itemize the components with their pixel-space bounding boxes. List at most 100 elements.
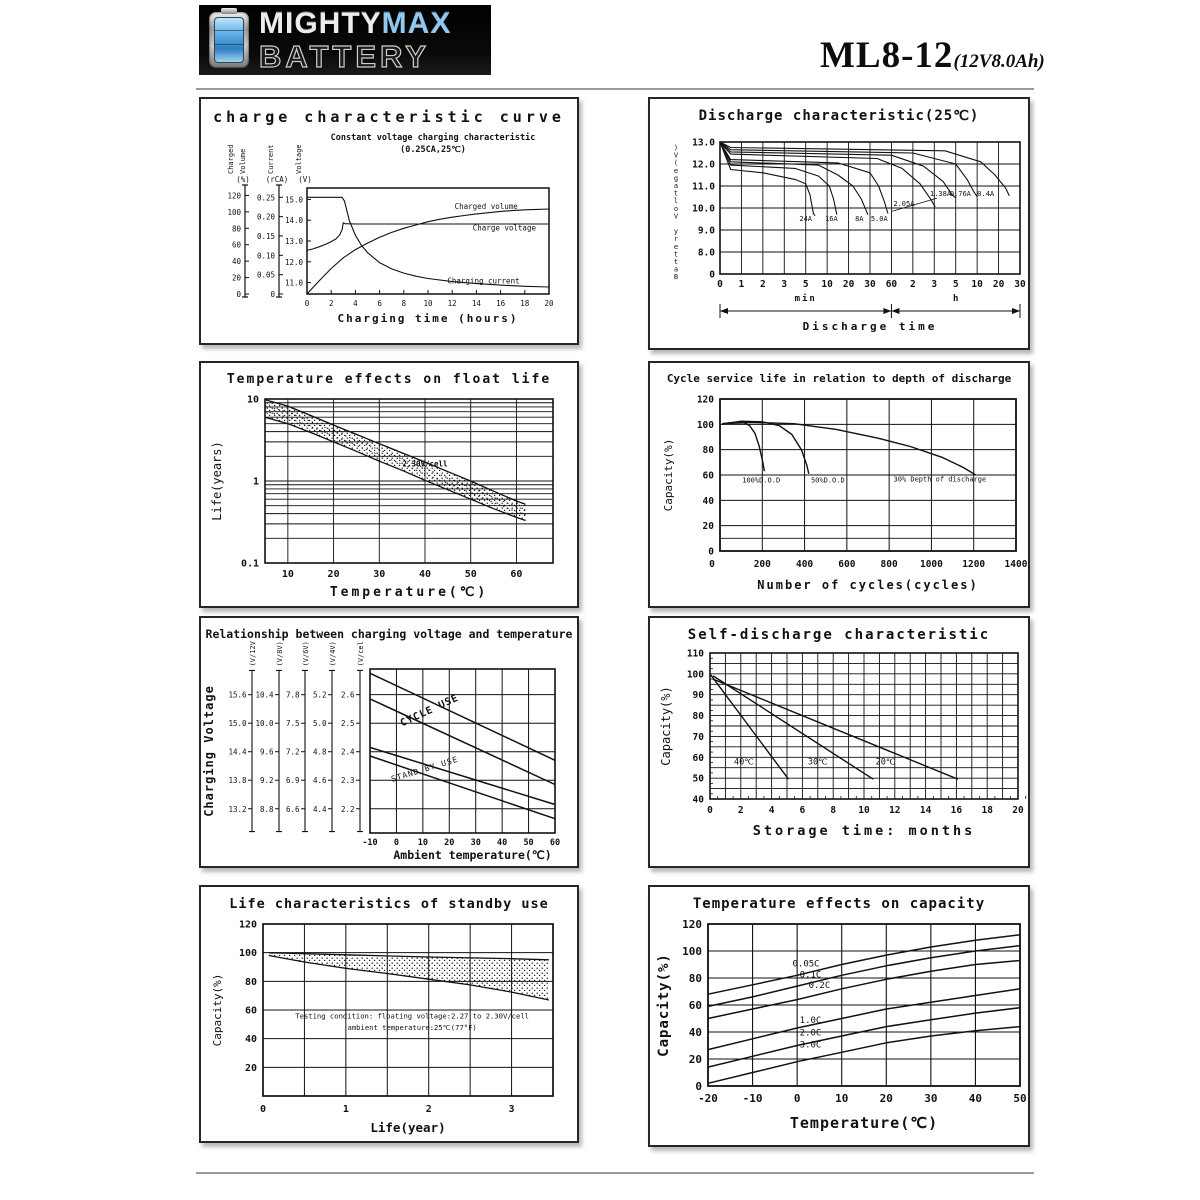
series: Charged volume Charge voltage Charging cur… [306, 196, 550, 295]
float-life-chart: 10 1 0.1 10 20 30 40 50 60 Life(years) Temperature… [210, 395, 554, 600]
svg-text:14: 14 [472, 299, 482, 308]
svg-text:8: 8 [830, 805, 836, 816]
panel-standby-life: Life characteristics of standby use 20 40… [199, 885, 579, 1143]
brand-line2: BATTERY [258, 38, 430, 74]
svg-text:12: 12 [448, 299, 457, 308]
svg-text:1.38A: 1.38A [930, 190, 952, 198]
brand-max: MAX [381, 6, 452, 40]
svg-text:8.8: 8.8 [260, 805, 274, 814]
svg-text:(rCA): (rCA) [266, 175, 289, 184]
panel-cycle-service-life: Cycle service life in relation to depth … [648, 361, 1030, 608]
svg-text:20: 20 [703, 521, 715, 532]
svg-text:100: 100 [239, 948, 257, 959]
svg-text:0.25: 0.25 [257, 193, 275, 202]
svg-text:2.2: 2.2 [341, 805, 355, 814]
svg-text:Constant voltage charging char: Constant voltage charging characteristic [331, 132, 536, 143]
svg-text:2.0C: 2.0C [800, 1028, 822, 1038]
svg-text:12: 12 [889, 805, 900, 816]
svg-text:30% Depth of discharge: 30% Depth of discharge [894, 475, 987, 483]
svg-text:80: 80 [689, 972, 702, 985]
svg-text:18: 18 [981, 805, 993, 816]
svg-text:5.0A: 5.0A [871, 215, 889, 223]
brand-mighty: MIGHTY [259, 6, 382, 40]
svg-text:20: 20 [232, 274, 242, 283]
svg-text:16: 16 [496, 299, 506, 308]
svg-text:4: 4 [769, 805, 775, 816]
svg-text:30: 30 [924, 1092, 937, 1105]
svg-text:0: 0 [707, 805, 713, 816]
svg-text:7.2: 7.2 [286, 748, 300, 757]
axis-labels: 20 40 60 80 100 120 0 1 2 3 Capacity(%) Life(year) [211, 920, 515, 1136]
svg-text:0.20: 0.20 [257, 213, 276, 222]
svg-text:0.10: 0.10 [257, 251, 276, 260]
svg-text:Capacity(%): Capacity(%) [659, 686, 673, 765]
svg-text:): ) [674, 144, 678, 152]
svg-text:12.0: 12.0 [692, 160, 715, 171]
svg-text:20: 20 [444, 838, 454, 848]
svg-text:l: l [674, 197, 678, 205]
battery-segment-line [214, 30, 244, 31]
chart-title: Temperature effects on float life [226, 372, 552, 387]
svg-text:1: 1 [253, 477, 259, 488]
svg-text:t: t [674, 250, 678, 258]
svg-text:e: e [674, 167, 678, 175]
svg-text:40: 40 [497, 838, 507, 848]
svg-text:110: 110 [687, 649, 704, 660]
svg-text:r: r [674, 235, 678, 243]
svg-text:2: 2 [910, 279, 916, 290]
svg-text:0: 0 [236, 290, 241, 299]
svg-text:80: 80 [703, 445, 715, 456]
svg-text:1000: 1000 [920, 559, 943, 570]
svg-text:60: 60 [886, 279, 898, 290]
svg-text:4.6: 4.6 [313, 776, 327, 785]
svg-text:(V): (V) [298, 175, 312, 184]
svg-text:13.0: 13.0 [285, 237, 304, 246]
svg-text:4.4: 4.4 [313, 805, 327, 814]
svg-text:(%): (%) [236, 175, 250, 184]
header-divider [196, 88, 1034, 90]
svg-text:(0.25CA,25℃): (0.25CA,25℃) [400, 144, 466, 155]
svg-text:15.0: 15.0 [228, 719, 247, 728]
svg-text:Charged volume: Charged volume [455, 202, 519, 211]
axis-labels: Constant voltage charging characteristic… [227, 132, 554, 325]
svg-text:6: 6 [377, 299, 382, 308]
svg-text:30: 30 [471, 838, 481, 848]
svg-text:V: V [674, 152, 679, 160]
svg-text:1: 1 [343, 1104, 349, 1115]
grid [369, 668, 556, 834]
svg-text:20: 20 [689, 1053, 702, 1066]
svg-text:60: 60 [232, 241, 242, 250]
svg-text:7.8: 7.8 [286, 691, 300, 700]
svg-text:10: 10 [971, 279, 983, 290]
svg-text:Volume: Volume [239, 149, 247, 174]
svg-text:40℃: 40℃ [734, 758, 754, 768]
svg-text:10: 10 [858, 805, 870, 816]
svg-text:10: 10 [835, 1092, 848, 1105]
model-number: ML8-12 [820, 35, 954, 76]
svg-text:0: 0 [709, 559, 715, 570]
svg-text:40: 40 [693, 795, 705, 806]
svg-text:120: 120 [682, 918, 702, 931]
svg-text:-10: -10 [362, 838, 377, 848]
svg-text:6: 6 [800, 805, 806, 816]
svg-text:0.05C: 0.05C [793, 960, 820, 970]
svg-text:10: 10 [821, 279, 833, 290]
svg-text:60: 60 [693, 753, 705, 764]
svg-text:0.05: 0.05 [257, 271, 275, 280]
svg-text:11.0: 11.0 [285, 279, 304, 288]
svg-text:800: 800 [881, 559, 898, 570]
svg-text:Temperature(℃): Temperature(℃) [330, 585, 488, 600]
footer-divider [196, 1172, 1034, 1174]
svg-text:Charging time (hours): Charging time (hours) [337, 312, 518, 325]
panel-temperature-capacity: Temperature effects on capacity 0 20 40 60 8… [648, 885, 1030, 1147]
svg-text:12.0: 12.0 [285, 258, 304, 267]
svg-text:10.4: 10.4 [255, 691, 274, 700]
svg-text:40: 40 [245, 1034, 257, 1045]
panel-float-life: Temperature effects on float life 10 1 0.1… [199, 361, 579, 608]
svg-text:2: 2 [738, 805, 744, 816]
panel-self-discharge: Self-discharge characteristic 40 50 60 70 80… [648, 616, 1030, 868]
svg-text:70: 70 [693, 732, 705, 743]
svg-text:Current: Current [267, 144, 275, 174]
